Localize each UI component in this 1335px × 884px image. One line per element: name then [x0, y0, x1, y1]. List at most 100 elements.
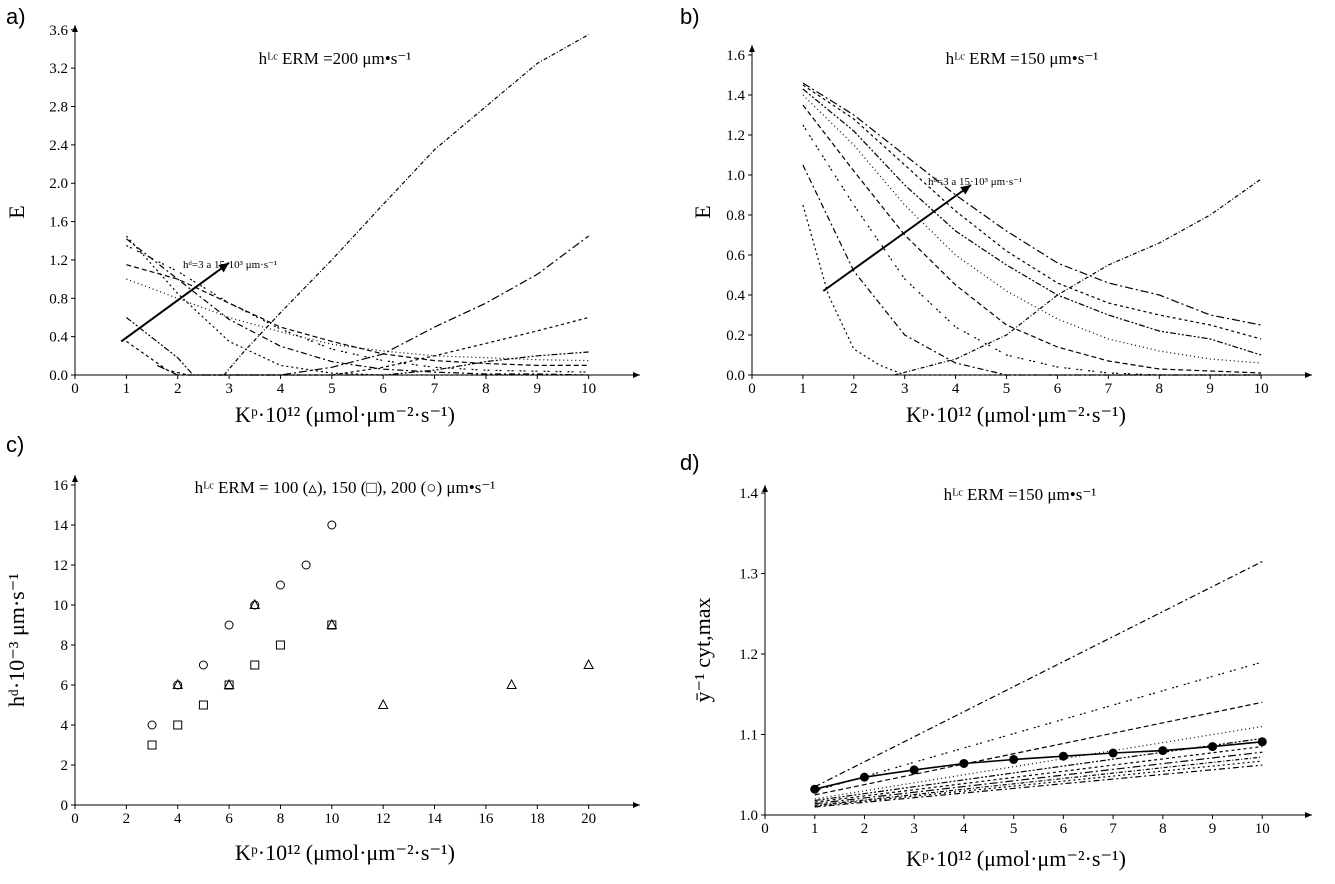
x-tick-label: 1 — [811, 821, 819, 837]
annotation-arrow — [120, 262, 230, 343]
chart-title: hᴸᶜ ERM =150 μm•s⁻¹ — [946, 49, 1099, 68]
series-line — [156, 235, 589, 376]
y-tick-label: 8 — [61, 638, 69, 654]
series-line — [126, 278, 589, 362]
x-tick-label: 4 — [174, 811, 182, 827]
y-axis-arrow — [749, 45, 755, 52]
series-line — [802, 104, 1262, 374]
series-line — [126, 317, 589, 376]
panel-b: b) 0 1 2 3 4 5 6 7 8 9 10 0.0 0.2 0.4 0.6 0.8 1.0 1.2 1.4 1.… — [680, 4, 1312, 427]
x-tick-label: 9 — [1206, 381, 1214, 397]
series-line — [126, 238, 589, 376]
x-tick-label: 5 — [1010, 821, 1018, 837]
y-tick-label: 1.6 — [726, 48, 745, 64]
panel-a: a) 0 1 2 3 4 5 6 7 8 9 10 0.0 0.4 0.8 1.2 1.6 2.0 2.4 2.8 3.… — [4, 4, 640, 427]
series-line — [223, 34, 589, 376]
panel-label: a) — [6, 4, 26, 29]
data-point-circle — [327, 520, 337, 530]
series-line — [814, 725, 1263, 800]
y-tick-label: 1.4 — [726, 88, 745, 104]
data-point-square — [327, 620, 337, 630]
x-tick-label: 3 — [225, 381, 233, 397]
x-tick-label: 18 — [530, 811, 545, 827]
x-tick-label: 8 — [1159, 821, 1167, 837]
x-tick-label: 4 — [960, 821, 968, 837]
annotation-arrowhead — [960, 185, 971, 195]
x-tick-label: 6 — [1060, 821, 1068, 837]
y-tick-label: 2.4 — [49, 138, 68, 154]
x-tick-label: 2 — [861, 821, 869, 837]
data-point-circle — [250, 600, 260, 610]
x-tick-label: 8 — [482, 381, 490, 397]
x-tick-label: 0 — [761, 821, 769, 837]
series-line — [814, 737, 1263, 802]
series-line — [814, 751, 1263, 805]
data-point-square — [147, 740, 157, 750]
series-line — [802, 82, 1262, 326]
y-tick-label: 0 — [61, 798, 69, 814]
y-tick-label: 1.0 — [726, 168, 745, 184]
y-tick-label: 2.0 — [49, 176, 68, 192]
x-tick-label: 0 — [71, 381, 79, 397]
x-tick-label: 8 — [1156, 381, 1164, 397]
y-tick-label: 0.0 — [49, 368, 68, 384]
data-point — [1058, 751, 1068, 761]
y-tick-label: 1.3 — [739, 567, 758, 583]
data-point-square — [275, 640, 285, 650]
y-tick-label: 14 — [53, 518, 69, 534]
data-point-circle — [147, 720, 157, 730]
y-tick-label: 0.8 — [726, 208, 745, 224]
y-tick-label: 4 — [61, 718, 69, 734]
data-point — [1158, 746, 1168, 756]
x-tick-label: 5 — [1003, 381, 1011, 397]
y-tick-label: 1.0 — [739, 808, 758, 824]
y-tick-label: 3.6 — [49, 23, 68, 39]
x-tick-label: 6 — [379, 381, 387, 397]
series-line — [802, 84, 1262, 340]
panel-c: c) 0 2 4 6 8 10 12 14 16 18 20 0 2 4 6 8 10 12 14 16 hᴸᶜ ERM … — [4, 432, 640, 865]
x-tick-label: 0 — [748, 381, 756, 397]
y-axis-arrow — [762, 485, 768, 492]
annotation-arrow — [822, 184, 972, 292]
data-point — [810, 784, 820, 794]
data-point-square — [250, 660, 260, 670]
series-line — [802, 164, 1262, 376]
y-tick-label: 0.4 — [726, 288, 745, 304]
x-tick-label: 10 — [1254, 381, 1269, 397]
y-axis-label: E — [690, 205, 715, 218]
x-axis-label: Kᵖ·10¹² (μmol·μm⁻²·s⁻¹) — [906, 402, 1126, 427]
series-line — [802, 94, 1262, 364]
panel-label: b) — [680, 4, 700, 29]
y-axis-arrow — [72, 475, 78, 482]
data-point-circle — [173, 680, 183, 690]
series-line — [126, 264, 589, 366]
series-line — [802, 204, 1262, 376]
annotation-arrowhead — [218, 262, 230, 273]
x-axis-label: Kᵖ·10¹² (μmol·μm⁻²·s⁻¹) — [235, 840, 455, 865]
series-line — [814, 560, 1263, 788]
y-tick-label: 1.2 — [739, 647, 758, 663]
x-tick-label: 5 — [328, 381, 336, 397]
x-tick-label: 7 — [1105, 381, 1113, 397]
series-line — [894, 178, 1262, 376]
x-tick-label: 9 — [534, 381, 542, 397]
data-point — [909, 765, 919, 775]
x-tick-label: 14 — [427, 811, 443, 827]
panel-label: c) — [6, 432, 24, 457]
y-tick-label: 1.1 — [739, 728, 758, 744]
series-line — [814, 701, 1263, 796]
x-tick-label: 1 — [799, 381, 807, 397]
x-tick-label: 7 — [1109, 821, 1117, 837]
panel-d: d) 0 1 2 3 4 5 6 7 8 9 10 1.0 1.1 1.2 1.3 1.4 hᴸᶜ ERM =15… — [680, 450, 1312, 871]
y-tick-label: 0.6 — [726, 248, 745, 264]
y-axis-label: ȳ⁻¹ cyt,max — [690, 598, 715, 703]
y-tick-label: 1.4 — [739, 486, 758, 502]
x-axis-arrow — [633, 802, 640, 808]
data-point-triangle — [377, 698, 389, 709]
data-point-square — [173, 720, 183, 730]
y-tick-label: 1.2 — [49, 253, 68, 269]
data-point-triangle — [583, 658, 594, 669]
annotation-label: hᵈ=3 a 15·10³ μm·s⁻¹ — [928, 176, 1022, 188]
data-point-circle — [275, 580, 285, 590]
y-axis-label: E — [4, 205, 29, 218]
